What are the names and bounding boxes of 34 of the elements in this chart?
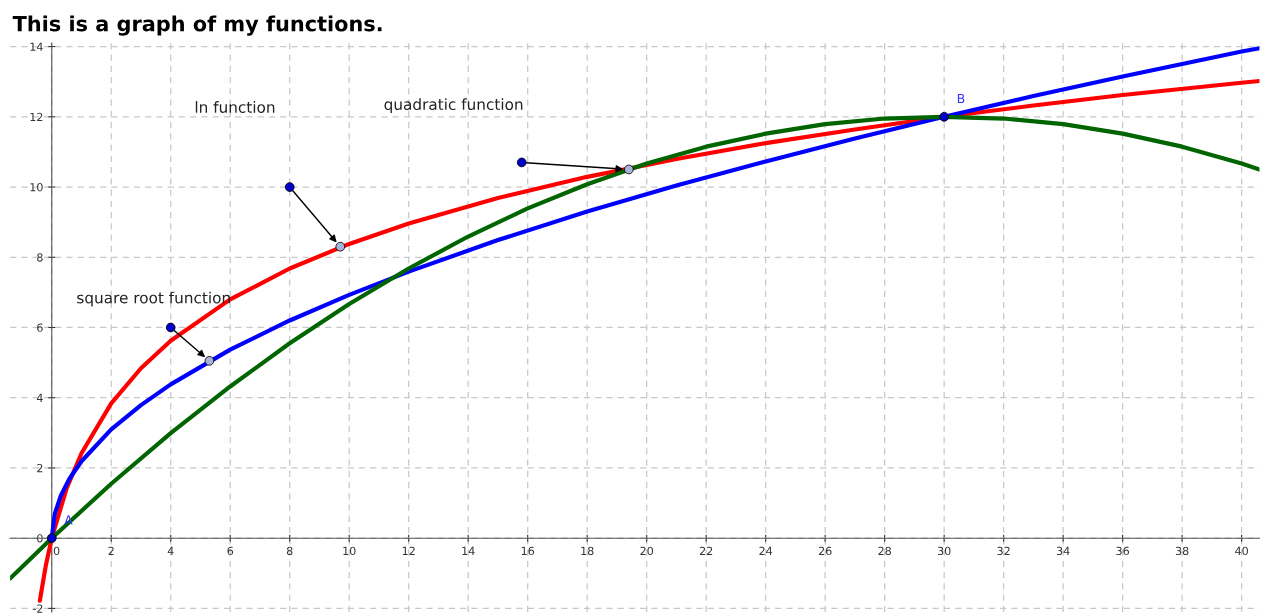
x-tick-label: 36 — [1116, 546, 1130, 556]
x-tick-label: 30 — [937, 546, 951, 556]
annotation: square root function — [77, 291, 230, 307]
y-tick-label: 6 — [37, 323, 43, 332]
annotation: B — [957, 93, 965, 104]
x-tick-label: 40 — [1235, 546, 1248, 556]
x-tick-label: 34 — [1056, 546, 1070, 556]
x-tick-label: 10 — [343, 546, 356, 556]
x-tick-label: 26 — [818, 546, 832, 556]
x-tick-label: 20 — [640, 546, 654, 556]
y-tick-label: 14 — [30, 42, 43, 51]
x-tick-label: 38 — [1175, 546, 1189, 556]
x-tick-label: 0 — [53, 546, 60, 556]
y-tick-label: 10 — [30, 183, 43, 192]
annotation: ln function — [195, 101, 275, 113]
x-tick-label: 22 — [699, 546, 713, 555]
x-tick-label: 14 — [462, 546, 475, 555]
y-tick-label: 4 — [36, 393, 43, 402]
x-tick-label: 32 — [997, 546, 1010, 556]
x-tick-label: 16 — [521, 546, 535, 556]
annotation: quadratic function — [384, 98, 523, 114]
y-tick-label: 2 — [37, 463, 43, 473]
x-tick-label: 2 — [108, 546, 114, 555]
y-tick-label: 8 — [37, 253, 43, 262]
x-tick-label: 8 — [286, 546, 293, 556]
x-tick-label: 24 — [759, 546, 773, 555]
x-tick-label: 18 — [581, 546, 594, 556]
x-tick-label: 6 — [227, 546, 234, 556]
y-tick-label: 12 — [30, 112, 43, 122]
x-tick-label: 12 — [402, 546, 415, 555]
x-tick-label: 28 — [878, 546, 891, 556]
chart-title: This is a graph of my functions. — [12, 15, 382, 36]
y-tick-label: -2 — [32, 604, 43, 613]
x-tick-label: 4 — [167, 546, 174, 555]
